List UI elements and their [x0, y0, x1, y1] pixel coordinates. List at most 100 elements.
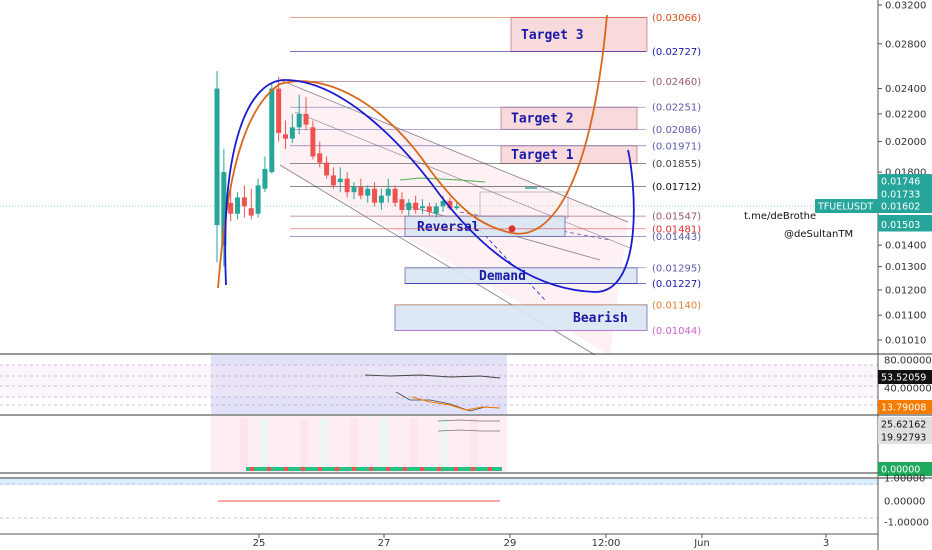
time-axis[interactable]: 25 27 29 12:00 Jun 3 — [0, 533, 878, 549]
rsi-line — [364, 374, 501, 379]
candle-body — [337, 178, 343, 182]
author-watermark: @deSultanTM — [784, 229, 853, 240]
bearish-projection-curve[interactable] — [224, 79, 635, 293]
price-badge[interactable]: 0.01503 — [878, 217, 932, 232]
pane-badge[interactable]: 53.52059 — [878, 370, 932, 384]
price-badge[interactable]: TFUELUSDT — [815, 198, 879, 213]
candle-body — [426, 206, 432, 212]
level-0.02251[interactable]: (0.02251) — [290, 103, 701, 114]
zone-target-3[interactable]: Target 3 — [510, 17, 648, 52]
candle-body — [420, 206, 425, 209]
candle[interactable] — [303, 97, 309, 131]
candle[interactable] — [392, 185, 398, 207]
candle[interactable] — [378, 188, 384, 211]
pane-badge[interactable]: 13.79008 — [878, 400, 932, 414]
candle[interactable] — [269, 82, 275, 174]
candle[interactable] — [358, 178, 364, 200]
candle[interactable] — [221, 148, 227, 267]
dashed-trendline[interactable] — [459, 211, 611, 241]
candle[interactable] — [337, 167, 343, 193]
histogram-bar — [420, 467, 424, 471]
x-tick-label: 3 — [823, 538, 829, 549]
level-0.02086[interactable]: (0.02086) — [290, 125, 701, 136]
histogram-pane[interactable] — [246, 467, 502, 471]
level-0.01227[interactable]: (0.01227) — [405, 279, 701, 290]
price-axis[interactable]: 0.03200 0.02800 0.02400 0.02200 0.02000 0.018… — [815, 0, 932, 550]
pane-badge[interactable]: 19.92793 — [878, 430, 932, 444]
price-badge[interactable]: 0.01733 — [878, 187, 932, 202]
candle[interactable] — [310, 120, 316, 160]
candle[interactable] — [330, 167, 336, 189]
candle[interactable] — [235, 192, 241, 220]
level-0.01971[interactable]: (0.01971) — [290, 141, 701, 152]
level-0.02460[interactable]: (0.02460) — [290, 77, 701, 88]
candle[interactable] — [289, 113, 295, 143]
candle-body — [269, 88, 275, 173]
indicator-panes[interactable] — [0, 353, 932, 519]
pane-badge-label: 53.52059 — [881, 373, 926, 384]
pane-badge[interactable]: 25.62162 — [878, 417, 932, 431]
candle[interactable] — [344, 172, 350, 198]
candle-body — [433, 206, 439, 214]
candle[interactable] — [283, 120, 288, 149]
price-badge[interactable]: 0.01602 — [878, 198, 932, 213]
channel-upper-line[interactable] — [279, 79, 629, 223]
histogram-bar — [335, 467, 339, 471]
level-0.01443[interactable]: (0.01443) — [290, 232, 701, 243]
y-tick-label: 0.01300 — [885, 262, 926, 273]
candle[interactable] — [241, 185, 247, 218]
candle[interactable] — [351, 181, 357, 200]
level-0.01140[interactable]: (0.01140) — [395, 300, 701, 311]
projection-curves[interactable] — [217, 14, 635, 293]
level-label: (0.01044) — [652, 326, 701, 337]
candle[interactable] — [372, 181, 378, 207]
candle[interactable] — [426, 202, 432, 216]
hist-bar — [410, 418, 418, 470]
candle[interactable] — [399, 192, 405, 214]
dashed-drop-line[interactable] — [479, 229, 546, 301]
volatility-pane[interactable] — [211, 416, 507, 472]
candle[interactable] — [255, 178, 261, 218]
price-badge-bg — [815, 198, 879, 213]
zone-target-2[interactable]: Target 2 — [500, 106, 638, 130]
oscillator-pane[interactable] — [0, 479, 878, 519]
level-0.01044[interactable]: (0.01044) — [395, 326, 701, 337]
level-0.01295[interactable]: (0.01295) — [405, 263, 701, 274]
zone-target-1[interactable]: Target 1 — [500, 145, 638, 164]
zone-reversal[interactable]: Reversal — [404, 215, 566, 237]
pane-tick-label: 40.00000 — [884, 384, 932, 395]
candle-body — [365, 188, 371, 196]
ma-fragment — [399, 177, 486, 183]
price-badge-label: 0.01746 — [881, 176, 920, 187]
candle[interactable] — [365, 185, 371, 203]
price-badge[interactable]: 0.01746 — [878, 173, 932, 188]
rsi-pane[interactable] — [0, 355, 878, 414]
candle[interactable] — [406, 199, 412, 216]
candle-body — [351, 187, 357, 193]
candle[interactable] — [324, 156, 330, 179]
level-0.01855[interactable]: (0.01855) — [290, 159, 701, 170]
candlestick-series[interactable] — [214, 70, 460, 267]
hist-bar — [470, 418, 478, 470]
candle-body — [413, 202, 419, 211]
bullish-projection-curve[interactable] — [217, 14, 608, 289]
zone-layer[interactable]: Target 3 Target 2 Target 1 Reversal Demand Be… — [394, 17, 648, 331]
candle[interactable] — [385, 178, 391, 203]
zone-bearish[interactable]: Bearish — [394, 304, 648, 331]
level-0.03066[interactable]: (0.03066) — [290, 13, 701, 24]
level-0.02727[interactable]: (0.02727) — [290, 47, 701, 58]
candle[interactable] — [214, 70, 220, 263]
candle[interactable] — [433, 202, 439, 218]
candle[interactable] — [248, 188, 254, 220]
candle[interactable] — [262, 156, 268, 193]
candle[interactable] — [420, 199, 425, 214]
level-0.01547[interactable]: (0.01547) — [290, 212, 701, 223]
candle[interactable] — [317, 141, 323, 168]
level-lines[interactable]: (0.03066) (0.02727) (0.02460) (0.02251) (0.0… — [290, 13, 701, 337]
candle[interactable] — [296, 94, 302, 135]
pane-badge[interactable]: 0.00000 — [878, 462, 932, 476]
candle[interactable] — [413, 195, 419, 214]
candle[interactable] — [454, 202, 460, 211]
candle[interactable] — [276, 76, 282, 142]
